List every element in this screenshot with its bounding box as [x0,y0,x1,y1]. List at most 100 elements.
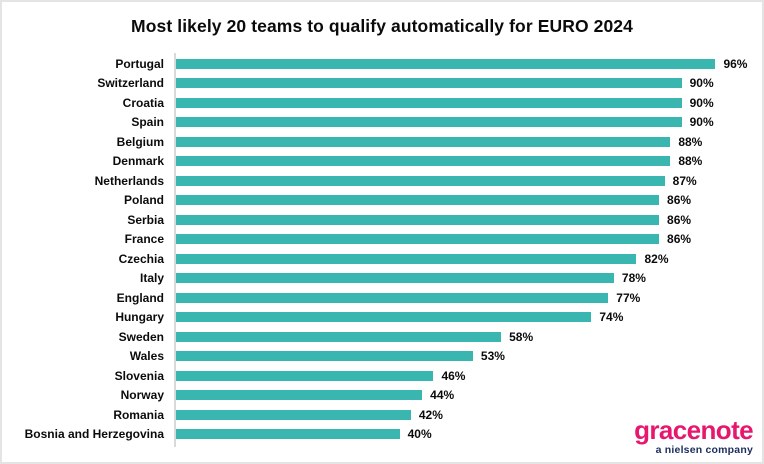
bar [174,409,411,420]
team-label: Wales [129,349,164,364]
bar-track: 90% [174,76,762,90]
bar [174,214,660,225]
value-label: 88% [678,154,703,169]
bar [174,156,671,167]
bar-row: Norway 44% [22,386,762,406]
bar [174,195,660,206]
bar-row: Hungary 74% [22,308,762,328]
bar-track: 88% [174,134,762,149]
bar-row: Spain 90% [22,113,762,133]
nielsen-tagline: a nielsen company [655,443,753,456]
value-label: 53% [480,349,505,364]
bar [174,292,609,303]
bar [174,331,502,342]
team-label: Serbia [127,212,164,227]
value-label: 90% [689,115,714,130]
value-label: 40% [407,427,432,442]
value-label: 88% [678,134,703,149]
bar [174,351,473,362]
bar-row: Poland 86% [22,191,762,211]
bar [174,312,592,323]
bar-track: 90% [174,115,762,130]
bar [174,273,614,284]
team-label: Switzerland [97,76,164,91]
team-label: France [124,232,164,247]
value-label: 46% [441,368,466,383]
team-label: Netherlands [94,173,164,188]
bar [174,429,400,440]
gracenote-logo: gracenote a nielsen company [634,417,753,456]
bar-row: France 86% [22,230,762,250]
bar [174,370,434,381]
team-label: Hungary [115,310,164,325]
value-label: 78% [621,271,646,286]
value-label: 86% [667,232,692,247]
team-label: Portugal [115,56,164,71]
bar-track: 86% [174,212,762,227]
bar-track: 86% [174,193,762,208]
bar-track: 82% [174,251,762,266]
bar-row: Serbia 86% [22,210,762,230]
bar-track: 87% [174,173,762,188]
team-label: Croatia [122,95,164,110]
value-label: 74% [599,310,624,325]
bar [174,58,716,69]
bar [174,253,637,264]
bar [174,117,682,128]
bar [174,175,665,186]
value-label: 86% [667,193,692,208]
bar-row: Belgium 88% [22,132,762,152]
team-label: Spain [131,115,164,130]
bar-row: England 77% [22,288,762,308]
gracenote-wordmark: gracenote [634,414,753,445]
bar-row: Netherlands 87% [22,171,762,191]
bar-chart: Portugal 96% Switzerland 90% Croatia 90% Spain… [22,53,762,447]
y-axis-line [174,53,176,447]
team-label: Denmark [112,154,164,169]
value-label: 82% [644,251,669,266]
bar-track: 86% [174,232,762,247]
value-label: 42% [418,407,443,422]
team-label: Slovenia [114,368,164,383]
bar-track: 53% [174,349,762,364]
bar-row: Portugal 96% [22,54,762,74]
bar [174,234,660,245]
bar-track: 42% [174,407,762,422]
bar [174,97,682,108]
bar-row: Czechia 82% [22,249,762,269]
bar-row: Switzerland 90% [22,74,762,94]
bar [174,136,671,147]
team-label: Romania [113,407,164,422]
bar-row: Slovenia 46% [22,366,762,386]
bar-track: 44% [174,388,762,403]
value-label: 86% [667,212,692,227]
bar-track: 40% [174,427,762,442]
value-label: 77% [616,290,641,305]
bar-track: 78% [174,271,762,286]
bar-row: Croatia 90% [22,93,762,113]
bar-track: 58% [174,329,762,344]
value-label: 87% [672,173,697,188]
team-label: Italy [139,271,164,286]
bar-row: Wales 53% [22,347,762,367]
team-label: Poland [123,193,164,208]
value-label: 58% [509,329,534,344]
bar-track: 77% [174,290,762,305]
team-label: England [116,290,164,305]
bar-rows: Portugal 96% Switzerland 90% Croatia 90% Spain… [22,54,762,444]
value-label: 44% [430,388,455,403]
value-label: 96% [723,56,748,71]
team-label: Bosnia and Herzegovina [24,427,164,442]
bar-track: 46% [174,368,762,383]
bar-track: 74% [174,310,762,325]
bar-row: Bosnia and Herzegovina 40% [22,425,762,445]
bar [174,78,682,89]
value-label: 90% [689,95,714,110]
bar-row: Romania 42% [22,405,762,425]
bar-row: Sweden 58% [22,327,762,347]
team-label: Sweden [118,329,164,344]
chart-title: Most likely 20 teams to qualify automati… [131,16,633,36]
bar-row: Denmark 88% [22,152,762,172]
team-label: Belgium [116,134,164,149]
